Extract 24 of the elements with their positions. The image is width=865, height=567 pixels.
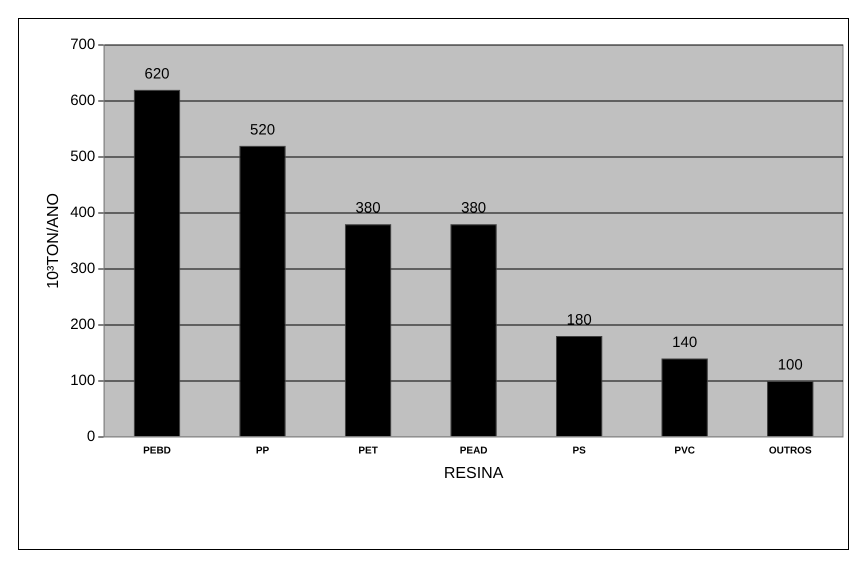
x-tick-label: PEBD <box>143 446 171 457</box>
x-tick-label: PS <box>572 446 586 457</box>
x-tick-label: PEAD <box>460 446 488 457</box>
data-label: 140 <box>672 334 698 352</box>
x-tick-label: PVC <box>674 446 695 457</box>
y-tick-label: 200 <box>70 316 96 333</box>
data-label: 380 <box>356 200 381 217</box>
x-tick-label: PP <box>256 446 270 457</box>
x-tick-label: PET <box>358 446 378 457</box>
y-tick-label: 100 <box>70 372 96 389</box>
y-tick-label: 600 <box>70 92 96 110</box>
x-axis-title: RESINA <box>444 464 504 482</box>
y-axis-title: 10³TON/ANO <box>45 193 62 289</box>
y-tick-label: 0 <box>86 428 96 445</box>
y-tick-label: 300 <box>70 260 96 278</box>
data-label: 380 <box>461 200 486 217</box>
y-tick-label: 700 <box>70 36 96 54</box>
y-tick-label: 500 <box>70 148 96 166</box>
data-label: 520 <box>250 121 276 138</box>
y-tick-label: 400 <box>70 204 96 222</box>
x-tick-label: OUTROS <box>768 446 812 457</box>
data-label: 180 <box>566 312 592 329</box>
data-label: 100 <box>778 356 803 374</box>
data-label: 620 <box>144 65 170 82</box>
